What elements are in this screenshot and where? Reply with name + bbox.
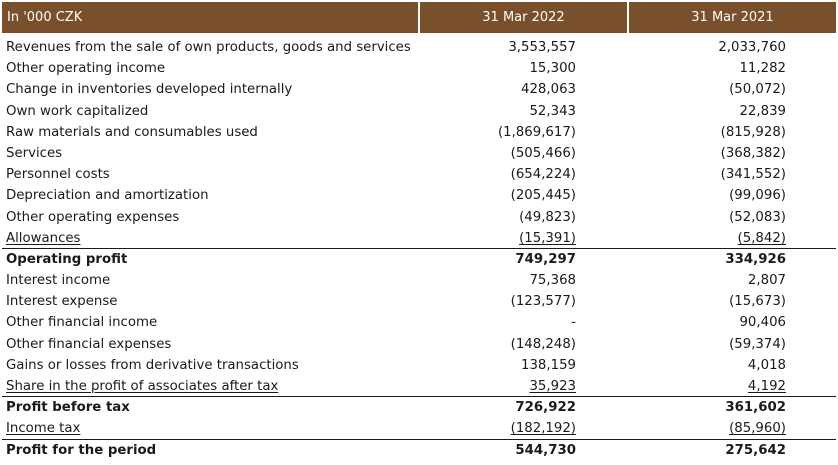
value-2022: (1,869,617) [497, 124, 576, 140]
value-2021: (368,382) [720, 145, 786, 161]
unit-header-cell: In '000 CZK [2, 2, 418, 33]
row-label: Profit before tax [6, 400, 130, 416]
row-label: Gains or losses from derivative transact… [6, 357, 299, 373]
row-label: Personnel costs [6, 167, 110, 183]
table-row: Other operating income 15,300 11,282 [2, 58, 836, 79]
value-2021: 334,926 [725, 251, 786, 267]
table-row: Other operating expenses (49,823) (52,083) [2, 207, 836, 228]
row-label: Interest income [6, 273, 111, 289]
value-2022: 544,730 [515, 442, 576, 458]
table-row: Profit for the period 544,730 275,642 [2, 440, 836, 461]
value-2021: (59,374) [729, 336, 786, 352]
table-row: Income tax (182,192) (85,960) [2, 418, 836, 439]
value-2022: 75,368 [529, 273, 576, 289]
table-row: Own work capitalized 52,343 22,839 [2, 101, 836, 122]
value-2022: - [571, 315, 576, 331]
table-row: Allowances (15,391) (5,842) [2, 228, 836, 249]
value-2021: 275,642 [725, 442, 786, 458]
table-row: Interest income 75,368 2,807 [2, 270, 836, 291]
row-label: Allowances [6, 230, 81, 246]
value-2022: 138,159 [521, 357, 576, 373]
value-2021: 2,033,760 [718, 40, 786, 55]
table-row: Operating profit 749,297 334,926 [2, 249, 836, 270]
row-label: Operating profit [6, 251, 128, 267]
row-label: Other operating income [6, 61, 166, 77]
value-2022: (505,466) [510, 145, 576, 161]
subtotal-rule [2, 248, 836, 249]
value-2022: 428,063 [521, 82, 576, 98]
value-2022: 726,922 [515, 400, 576, 416]
value-2021: (5,842) [737, 230, 786, 246]
table-row: Share in the profit of associates after … [2, 376, 836, 397]
table-header: In '000 CZK 31 Mar 2022 31 Mar 2021 [2, 2, 836, 33]
value-2022: 52,343 [529, 103, 576, 119]
value-2022: 3,553,557 [508, 40, 576, 55]
table-row: Revenues from the sale of own products, … [2, 37, 836, 58]
row-label: Raw materials and consumables used [6, 124, 258, 140]
table-row: Other financial expenses (148,248) (59,374… [2, 334, 836, 355]
value-2021: (341,552) [720, 167, 786, 183]
row-label: Other financial expenses [6, 336, 172, 352]
row-label: Share in the profit of associates after … [6, 379, 279, 394]
value-2021: 22,839 [739, 103, 786, 119]
table-row: Other financial income - 90,406 [2, 312, 836, 333]
value-2022: (15,391) [519, 230, 576, 246]
row-label: Profit for the period [6, 442, 157, 458]
row-label: Depreciation and amortization [6, 188, 209, 204]
table-row: Gains or losses from derivative transact… [2, 355, 836, 376]
row-label: Other financial income [6, 315, 158, 331]
value-2022: (205,445) [510, 188, 576, 204]
table-row: Change in inventories developed internal… [2, 79, 836, 100]
value-2021: 4,192 [747, 379, 786, 394]
value-2021: (50,072) [729, 82, 786, 98]
table-body: Revenues from the sale of own products, … [2, 37, 836, 461]
value-2022: (654,224) [510, 167, 576, 183]
row-label: Revenues from the sale of own products, … [6, 40, 411, 55]
row-label: Interest expense [6, 294, 118, 310]
value-2021: (85,960) [729, 421, 786, 437]
subtotal-rule [2, 438, 836, 440]
row-label: Own work capitalized [6, 103, 149, 119]
value-2022: 35,923 [529, 379, 576, 394]
table-row: Profit before tax 726,922 361,602 [2, 397, 836, 418]
row-label: Services [6, 145, 63, 161]
value-2021: (99,096) [729, 188, 786, 204]
row-label: Income tax [6, 421, 81, 437]
value-2022: (49,823) [519, 209, 576, 225]
row-label: Other operating expenses [6, 209, 180, 225]
table-row: Personnel costs (654,224) (341,552) [2, 164, 836, 185]
value-2022: (182,192) [510, 421, 576, 437]
table-row: Depreciation and amortization (205,445) (9… [2, 185, 836, 206]
column-header-2021: 31 Mar 2021 [629, 2, 836, 33]
value-2022: 15,300 [529, 61, 576, 77]
value-2021: 361,602 [725, 400, 786, 416]
table-row: Raw materials and consumables used (1,869… [2, 122, 836, 143]
column-header-2022: 31 Mar 2022 [420, 2, 627, 33]
value-2021: (815,928) [720, 124, 786, 140]
value-2022: 749,297 [515, 251, 576, 267]
value-2022: (123,577) [510, 294, 576, 310]
subtotal-rule [2, 396, 836, 398]
value-2021: (52,083) [729, 209, 786, 225]
row-label: Change in inventories developed internal… [6, 82, 293, 98]
value-2021: (15,673) [729, 294, 786, 310]
value-2021: 11,282 [739, 61, 786, 77]
table-row: Services (505,466) (368,382) [2, 143, 836, 164]
value-2021: 90,406 [739, 315, 786, 331]
value-2022: (148,248) [510, 336, 576, 352]
value-2021: 4,018 [747, 357, 786, 373]
value-2021: 2,807 [747, 273, 786, 289]
table-row: Interest expense (123,577) (15,673) [2, 291, 836, 312]
income-statement-table: In '000 CZK 31 Mar 2022 31 Mar 2021 Reve… [2, 2, 836, 458]
